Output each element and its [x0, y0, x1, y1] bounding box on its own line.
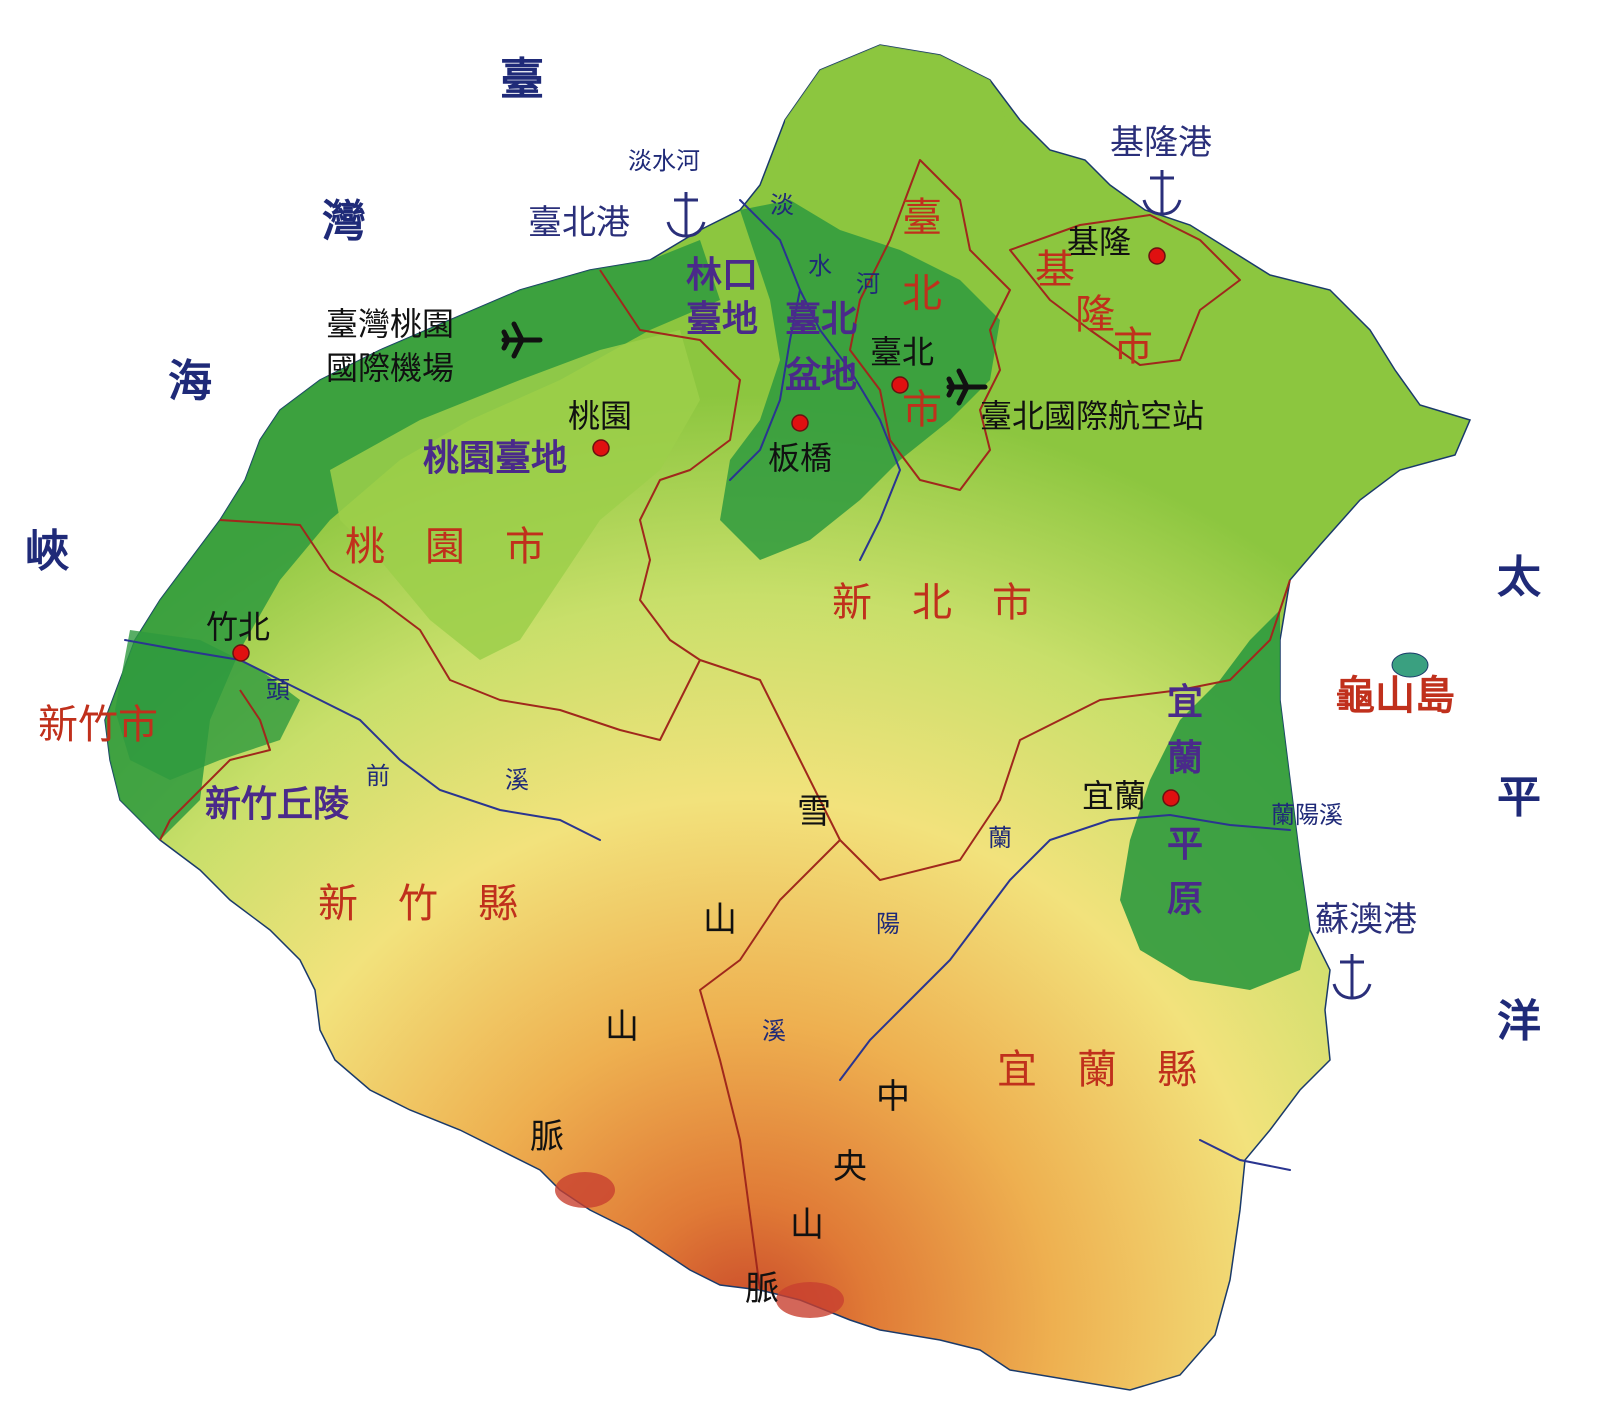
sea-label-tai: 臺 [500, 54, 544, 105]
river-label-tamsui-dan: 淡 [770, 191, 794, 219]
sea-label-hai: 海 [168, 356, 212, 407]
sea-label-pacific-ping: 平 [1497, 772, 1541, 823]
island-label-guishan: 龜山島 [1335, 672, 1455, 719]
central-peak [776, 1282, 844, 1318]
river-label-lanyang: 蘭陽溪 [1271, 801, 1343, 829]
city-dot-yilan [1162, 789, 1180, 807]
mountain-label-central-shan: 山 [790, 1205, 824, 1245]
city-dot-taipei [891, 376, 909, 394]
city-dot-banqiao [791, 414, 809, 432]
city-label-taoyuan: 桃園 [568, 397, 633, 435]
airplane-icon-taoyuan [501, 321, 543, 359]
terrain-label-taipei-basin-1: 臺北 [785, 299, 858, 340]
taoyuan-tableland-area [330, 330, 700, 660]
airport-label-taoyuan-2: 國際機場 [326, 349, 455, 387]
river-label-touqian-qian: 前 [366, 762, 390, 790]
terrain-label-yilan-plain: 宜 蘭 平 原 [1167, 682, 1204, 921]
admin-label-hsinchu-city: 新竹市 [38, 702, 158, 748]
port-label-keelung: 基隆港 [1110, 123, 1212, 163]
admin-label-keelung-ji: 基 [1035, 247, 1075, 293]
port-label-suao: 蘇澳港 [1315, 900, 1417, 940]
anchor-icon-keelung-port [1142, 170, 1182, 216]
sea-label-pacific-tai: 太 [1497, 552, 1541, 603]
terrain-label-hsinchu-hills: 新竹丘陵 [205, 784, 350, 825]
river-label-tamsui-shui: 水 [808, 252, 832, 280]
city-label-yilan: 宜蘭 [1082, 777, 1147, 815]
river-label-lanyang-yang: 陽 [876, 910, 900, 938]
river-label-lanyang-xi: 溪 [762, 1017, 786, 1045]
river-label-touqian-tou: 頭 [266, 676, 290, 704]
river-label-tamsui-he: 河 [856, 270, 880, 298]
admin-label-new-taipei-city: 新 北 市 [832, 580, 1032, 626]
city-dot-zhubei [232, 644, 250, 662]
terrain-label-linkou-2: 臺地 [686, 299, 759, 340]
city-label-keelung: 基隆 [1067, 223, 1132, 261]
terrain-label-taipei-basin-2: 盆地 [785, 355, 858, 396]
sea-label-wan: 灣 [322, 196, 366, 247]
airport-label-songshan: 臺北國際航空站 [980, 397, 1205, 435]
admin-label-taipei-city: 臺 北 市 [902, 195, 942, 433]
north-cape-hills [785, 45, 1010, 200]
sea-label-pacific-yang: 洋 [1497, 996, 1541, 1047]
western-coastal-plain [105, 240, 720, 840]
terrain-label-taoyuan-tableland: 桃園臺地 [423, 438, 568, 479]
anchor-icon-suao-port [1332, 954, 1372, 1000]
admin-label-taoyuan-city: 桃 園 市 [345, 524, 545, 570]
mountain-label-xue-shan: 山 [703, 900, 737, 940]
admin-label-yilan-county: 宜 蘭 縣 [997, 1047, 1197, 1093]
city-dot-taoyuan [592, 439, 610, 457]
port-label-taipei: 臺北港 [528, 203, 630, 243]
river-label-touqian-xi: 溪 [505, 766, 529, 794]
mountain-label-xue-mai: 脈 [530, 1117, 564, 1157]
xueshan-peak [555, 1172, 615, 1208]
admin-label-keelung-long: 隆 [1075, 292, 1115, 338]
mountain-label-central-mai: 脈 [745, 1269, 779, 1309]
sea-label-xia: 峽 [25, 526, 69, 577]
taipei-basin-area [720, 200, 1000, 560]
anchor-icon-taipei-port [666, 192, 706, 238]
mountain-label-central-yang: 央 [833, 1147, 867, 1187]
guishan-island-shape [1391, 652, 1429, 678]
mountain-label-xue: 雪 [797, 792, 831, 832]
mountain-label-xue-shan2: 山 [605, 1007, 639, 1047]
yilan-plain-area [1120, 610, 1310, 990]
river-label-lanyang-lan: 蘭 [988, 824, 1012, 852]
admin-label-hsinchu-county: 新 竹 縣 [318, 881, 518, 927]
river-label-tamsui: 淡水河 [628, 147, 700, 175]
city-label-zhubei: 竹北 [206, 608, 271, 646]
mountain-label-central-zhong: 中 [876, 1077, 910, 1117]
city-dot-keelung [1148, 247, 1166, 265]
airplane-icon-songshan [946, 368, 988, 406]
rivers [124, 199, 1291, 1171]
city-label-banqiao: 板橋 [768, 439, 833, 477]
admin-label-keelung-shi: 市 [1113, 324, 1153, 370]
airport-label-taoyuan-1: 臺灣桃園 [326, 305, 455, 343]
city-label-taipei: 臺北 [870, 333, 935, 371]
terrain-label-linkou-1: 林口 [686, 255, 759, 296]
admin-boundaries [159, 159, 1291, 1291]
